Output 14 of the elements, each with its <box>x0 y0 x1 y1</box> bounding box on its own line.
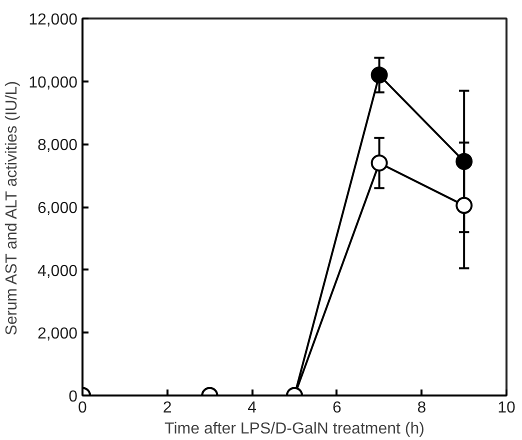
x-axis-title: Time after LPS/D-GalN treatment (h) <box>164 420 424 438</box>
y-tick-label: 8,000 <box>37 137 78 154</box>
x-tick-label: 10 <box>498 400 516 416</box>
y-tick-label: 6,000 <box>37 200 78 217</box>
x-tick-label: 2 <box>162 400 172 416</box>
y-tick-label: 0 <box>68 388 78 406</box>
x-tick-label: 6 <box>332 400 342 416</box>
y-tick-label: 2,000 <box>37 326 78 343</box>
y-tick-label: 10,000 <box>28 74 78 92</box>
y-tick-label: 4,000 <box>37 262 78 280</box>
x-tick-label: 8 <box>417 400 426 416</box>
x-tick-label: 4 <box>248 400 257 416</box>
y-axis-title: Serum AST and ALT activities (IU/L) <box>4 81 21 336</box>
y-tick-label: 12,000 <box>28 12 78 28</box>
